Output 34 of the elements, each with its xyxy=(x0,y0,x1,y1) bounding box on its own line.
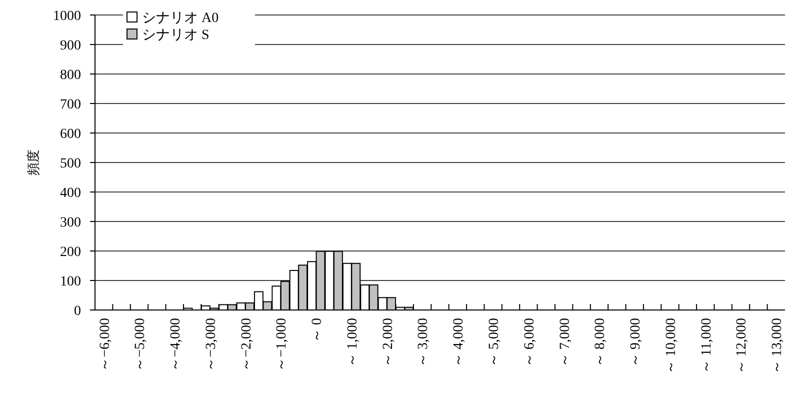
x-tick-label: ～ 12,000 xyxy=(734,318,750,374)
y-tick-label: 100 xyxy=(60,274,81,290)
y-tick-label: 200 xyxy=(60,244,81,260)
y-tick-label: 1000 xyxy=(53,8,81,24)
x-tick-label: ～ 6,000 xyxy=(522,318,538,367)
x-tick-label: ～ 2,000 xyxy=(380,318,396,367)
x-tick-label: ～ 8,000 xyxy=(593,318,608,367)
x-tick-label: ～ 3,000 xyxy=(416,318,432,367)
y-tick-label: 300 xyxy=(60,215,81,230)
x-tick-label: ～ 7,000 xyxy=(558,318,573,367)
y-tick-label: 0 xyxy=(74,304,81,319)
x-tick-label: ～ 13,000 xyxy=(770,318,786,374)
x-tick-label: ～−2,000 xyxy=(239,318,254,372)
y-tick-label: 900 xyxy=(60,38,81,54)
x-tick-label: ～ 11,000 xyxy=(699,318,714,374)
y-tick-label: 400 xyxy=(60,186,81,201)
x-tick-label: ～ 5,000 xyxy=(486,318,502,367)
x-tick-label: ～ 1,000 xyxy=(345,318,360,367)
x-tick-label: ～−1,000 xyxy=(274,318,290,372)
y-axis-title: 頻度 xyxy=(26,150,41,176)
y-tick-label: 500 xyxy=(60,156,81,172)
x-tick-label: ～ 0 xyxy=(310,318,326,342)
y-tick-label: 600 xyxy=(60,126,81,142)
x-tick-label: ～ 4,000 xyxy=(452,318,467,367)
legend-label: シナリオ A0 xyxy=(142,10,219,26)
x-tick-label: ～−4,000 xyxy=(168,318,184,372)
x-tick-label: ～−5,000 xyxy=(133,318,148,372)
x-tick-label: ～−6,000 xyxy=(98,318,113,372)
y-tick-label: 800 xyxy=(60,68,81,83)
legend-label: シナリオ S xyxy=(142,28,210,43)
x-tick-label: ～−3,000 xyxy=(204,318,219,372)
x-tick-label: ～ 9,000 xyxy=(628,318,644,367)
y-tick-label: 700 xyxy=(60,97,81,112)
x-tick-label: ～ 10,000 xyxy=(664,318,679,374)
